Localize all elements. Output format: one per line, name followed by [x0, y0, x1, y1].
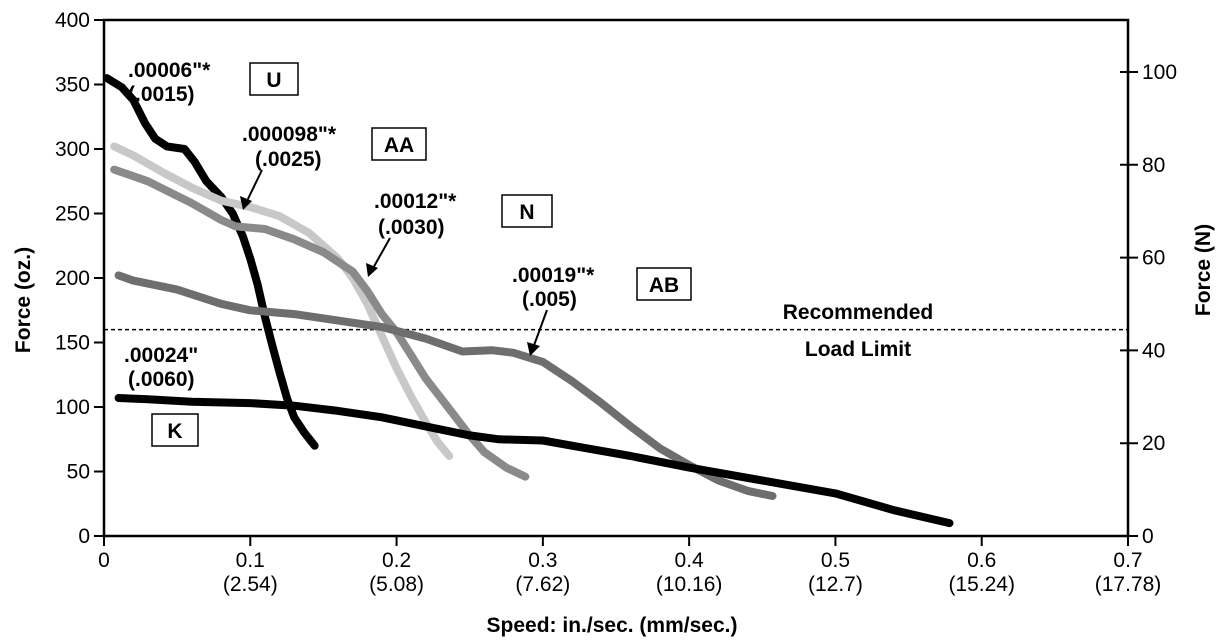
ticks-group: 0 50 100 150 200 250 300 350 400 0 20 40 60 80 100 0 0.1… [55, 9, 1177, 596]
series-aa-code: AA [384, 134, 414, 157]
y-tick-label-right: 80 [1142, 154, 1165, 177]
x-tick-label: 0.2 [382, 549, 411, 572]
series-line-ab [114, 271, 777, 500]
series-aa-annotation-metric: (.0025) [255, 148, 322, 171]
y-tick-label-left: 0 [78, 525, 90, 548]
y-tick-label-right: 20 [1142, 432, 1165, 455]
arrow-aa [245, 169, 263, 204]
y-tick-label-right: 40 [1142, 339, 1165, 362]
arrow-ab-head [527, 342, 540, 356]
y-axis-title-right: Force (N) [1192, 224, 1215, 316]
y-tick-label-left: 400 [55, 9, 90, 32]
arrow-n-head [366, 263, 378, 277]
series-n-annotation: .00012"* [374, 190, 457, 213]
series-n-code: N [519, 201, 534, 224]
series-k-code-box [151, 413, 199, 447]
arrow-ab [532, 309, 548, 349]
x-tick-sublabel: (10.16) [656, 573, 723, 596]
x-tick-sublabel: (12.7) [808, 573, 863, 596]
x-tick-sublabel: (15.24) [948, 573, 1015, 596]
y-axis-title-left: Force (oz.) [12, 247, 35, 353]
reference-line-label-2: Load Limit [805, 338, 911, 361]
y-tick-label-left: 200 [55, 267, 90, 290]
x-tick-label: 0.3 [528, 549, 557, 572]
y-tick-label-left: 350 [55, 74, 90, 97]
x-axis-title: Speed: in./sec. (mm/sec.) [487, 614, 738, 637]
series-u-code: U [266, 69, 281, 92]
series-u-code-box [249, 62, 299, 96]
series-line-u [102, 74, 319, 450]
series-n-annotation-metric: (.0030) [378, 216, 445, 239]
arrow-aa-head [240, 196, 252, 210]
series-k-annotation: .00024" [124, 344, 198, 367]
y-tick-label-left: 150 [55, 332, 90, 355]
arrow-n [371, 237, 391, 271]
series-k-code: K [167, 420, 182, 443]
x-tick-sublabel: (7.62) [515, 573, 570, 596]
x-tick-label: 0.6 [967, 549, 996, 572]
series-n-code-box [501, 194, 553, 228]
series-group [102, 74, 954, 528]
x-tick-label: 0 [98, 549, 110, 572]
x-tick-label: 0.7 [1113, 549, 1142, 572]
series-ab-code: AB [649, 274, 679, 297]
series-ab-code-box [636, 267, 692, 301]
series-aa-code-box [371, 127, 427, 161]
y-tick-label-right: 100 [1142, 61, 1177, 84]
y-tick-label-right: 0 [1142, 525, 1154, 548]
series-line-k [114, 394, 954, 528]
y-tick-label-left: 250 [55, 203, 90, 226]
x-tick-sublabel: (2.54) [223, 573, 278, 596]
series-u-annotation: .00006"* [128, 59, 211, 82]
y-tick-label-left: 50 [67, 461, 90, 484]
reference-line-label-1: Recommended [783, 301, 934, 324]
series-u-annotation-metric: (.0015) [128, 83, 195, 106]
y-tick-label-left: 100 [55, 396, 90, 419]
series-ab-annotation: .00019"* [512, 264, 595, 287]
series-k-annotation-metric: (.0060) [128, 368, 195, 391]
series-ab-annotation-metric: (.005) [522, 288, 577, 311]
x-tick-label: 0.4 [675, 549, 705, 572]
x-tick-label: 0.5 [821, 549, 850, 572]
x-tick-sublabel: (17.78) [1095, 573, 1162, 596]
y-tick-label-right: 60 [1142, 247, 1165, 270]
annotation-arrows [240, 169, 548, 356]
x-tick-label: 0.1 [236, 549, 265, 572]
y-tick-label-left: 300 [55, 138, 90, 161]
x-tick-sublabel: (5.08) [369, 573, 424, 596]
series-aa-annotation: .000098"* [242, 123, 337, 146]
